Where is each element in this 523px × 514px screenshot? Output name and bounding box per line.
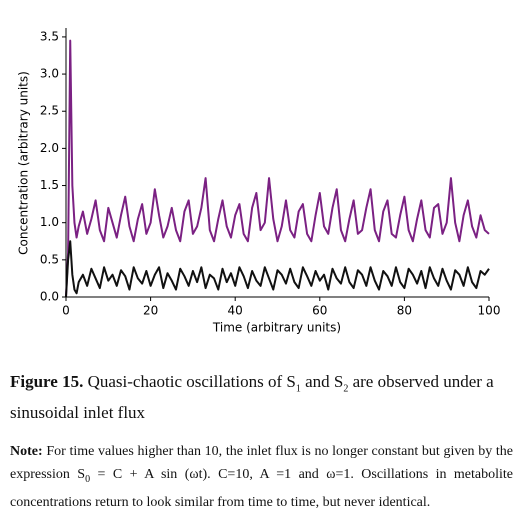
y-tick-label: 1.0 [40,215,59,229]
x-tick-label: 0 [62,304,70,318]
chart: Concentration (arbitrary units) Time (ar… [17,28,501,335]
x-tick-label: 80 [397,304,412,318]
series-line [65,240,490,298]
x-tick-label: 40 [228,304,243,318]
caption-sub: 1 [295,383,301,395]
y-tick-label: 3.5 [40,29,59,43]
x-axis-label: Time (arbitrary units) [212,321,341,335]
note-label: Note: [10,444,43,459]
figure-caption: Figure 15. Quasi-chaotic oscillations of… [10,370,513,425]
caption-text: Quasi-chaotic oscillations of S [87,372,296,391]
note-sub: 0 [85,473,91,485]
caption-sub: 2 [343,383,349,395]
note-text: For time values higher than 10, the inle… [10,444,514,482]
caption-text: are observed under a sinusoidal inlet fl… [10,372,494,423]
y-tick-label: 3.0 [40,67,59,81]
y-tick-label: 2.0 [40,141,59,155]
y-tick-label: 0.5 [40,252,59,266]
y-axis-label: Concentration (arbitrary units) [17,71,31,255]
note: Note: For time values higher than 10, th… [10,440,513,514]
y-tick-label: 0.0 [40,290,59,304]
caption-text: and S [300,372,344,391]
x-tick-label: 60 [312,304,327,318]
series-line [65,39,490,298]
y-tick-label: 2.5 [40,104,59,118]
x-tick-label: 20 [143,304,158,318]
x-tick-label: 100 [478,304,501,318]
note-text: = C + A sin (ωt). C=10, A =1 and ω=1. Os… [10,467,514,510]
caption-label: Figure 15. [10,372,84,391]
y-tick-label: 1.5 [40,178,59,192]
